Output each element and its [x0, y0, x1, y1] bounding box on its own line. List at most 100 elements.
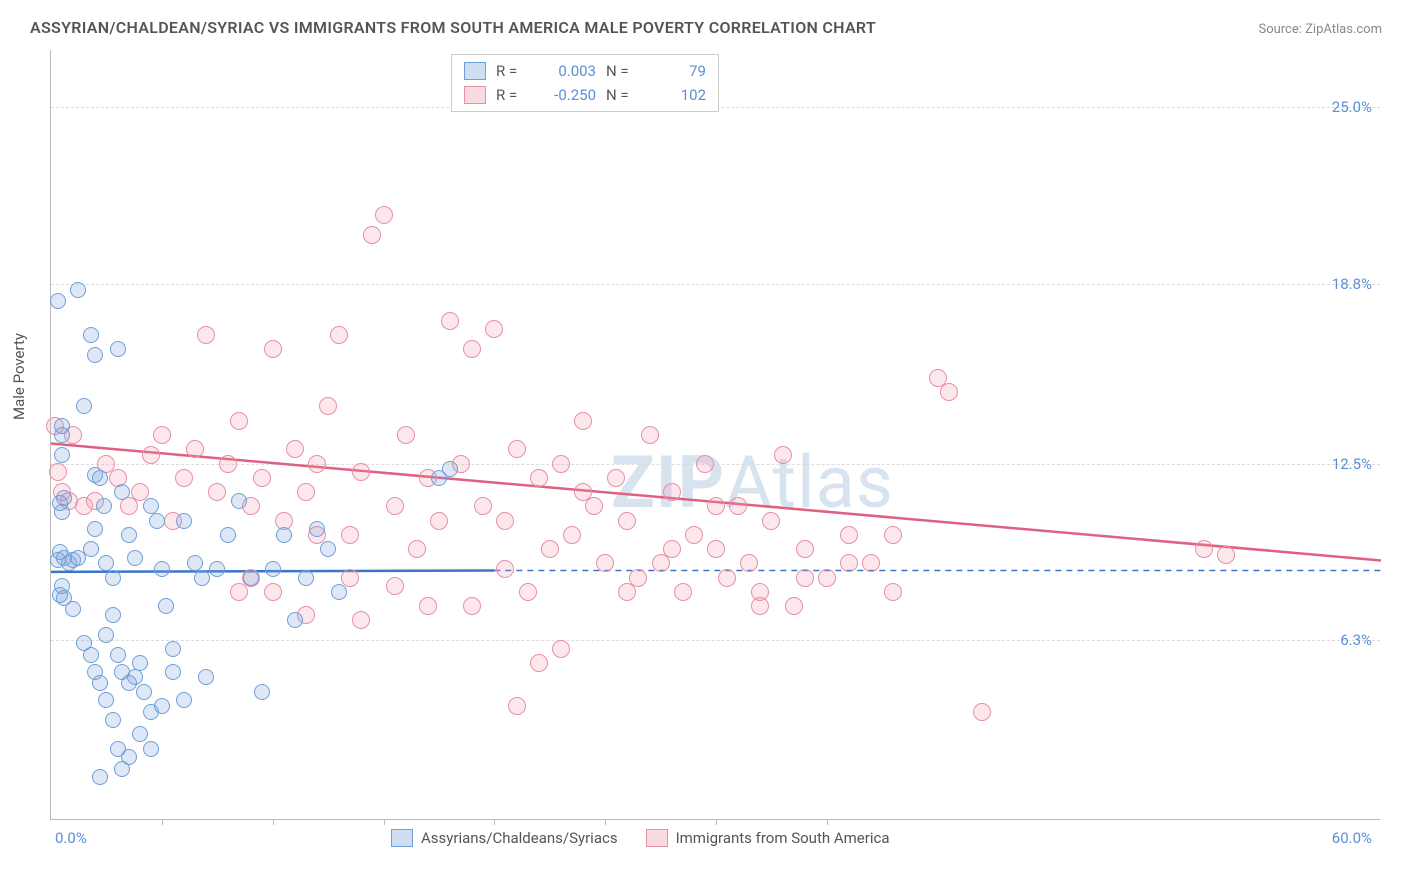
- data-point: [198, 669, 214, 685]
- data-point: [175, 469, 193, 487]
- data-point: [796, 540, 814, 558]
- data-point: [419, 597, 437, 615]
- data-point: [308, 455, 326, 473]
- data-point: [114, 484, 130, 500]
- data-point: [264, 583, 282, 601]
- data-point: [596, 554, 614, 572]
- y-tick-label: 12.5%: [1332, 455, 1372, 473]
- data-point: [663, 540, 681, 558]
- data-point: [54, 447, 70, 463]
- gridline: [51, 640, 1380, 641]
- data-point: [105, 570, 121, 586]
- data-point: [65, 601, 81, 617]
- data-point: [563, 526, 581, 544]
- data-point: [585, 497, 603, 515]
- data-point: [83, 327, 99, 343]
- data-point: [110, 341, 126, 357]
- data-point: [386, 497, 404, 515]
- x-tick: [384, 819, 385, 825]
- data-point: [818, 569, 836, 587]
- data-point: [940, 383, 958, 401]
- data-point: [254, 684, 270, 700]
- data-point: [574, 412, 592, 430]
- data-point: [87, 347, 103, 363]
- data-point: [286, 440, 304, 458]
- data-point: [209, 561, 225, 577]
- x-tick: [716, 819, 717, 825]
- data-point: [132, 655, 148, 671]
- data-point: [441, 312, 459, 330]
- data-point: [297, 483, 315, 501]
- data-point: [121, 527, 137, 543]
- data-point: [762, 512, 780, 530]
- data-point: [641, 426, 659, 444]
- data-point: [607, 469, 625, 487]
- swatch-series-a-icon: [391, 829, 413, 847]
- watermark: ZIPAtlas: [611, 440, 894, 525]
- data-point: [96, 498, 112, 514]
- data-point: [92, 675, 108, 691]
- legend-row-series-b: R = -0.250 N = 102: [464, 83, 706, 107]
- data-point: [320, 541, 336, 557]
- data-point: [696, 455, 714, 473]
- data-point: [287, 612, 303, 628]
- data-point: [707, 540, 725, 558]
- data-point: [83, 541, 99, 557]
- data-point: [264, 340, 282, 358]
- data-point: [194, 570, 210, 586]
- data-point: [352, 611, 370, 629]
- data-point: [1195, 540, 1213, 558]
- data-point: [431, 470, 447, 486]
- data-point: [552, 640, 570, 658]
- data-point: [276, 527, 292, 543]
- chart-title: ASSYRIAN/CHALDEAN/SYRIAC VS IMMIGRANTS F…: [30, 18, 876, 37]
- data-point: [176, 513, 192, 529]
- data-point: [105, 607, 121, 623]
- data-point: [105, 712, 121, 728]
- data-point: [265, 561, 281, 577]
- x-tick: [273, 819, 274, 825]
- data-point: [50, 293, 66, 309]
- x-axis-max-label: 60.0%: [1332, 829, 1372, 847]
- data-point: [1217, 546, 1235, 564]
- data-point: [674, 583, 692, 601]
- data-point: [158, 598, 174, 614]
- gridline: [51, 284, 1380, 285]
- data-point: [298, 570, 314, 586]
- data-point: [751, 597, 769, 615]
- data-point: [707, 497, 725, 515]
- legend-item-series-a: Assyrians/Chaldeans/Syriacs: [391, 829, 618, 847]
- data-point: [884, 583, 902, 601]
- data-point: [154, 561, 170, 577]
- data-point: [231, 493, 247, 509]
- x-tick: [162, 819, 163, 825]
- data-point: [729, 497, 747, 515]
- data-point: [397, 426, 415, 444]
- data-point: [375, 206, 393, 224]
- data-point: [136, 684, 152, 700]
- trendlines: [51, 50, 1381, 820]
- x-tick: [827, 819, 828, 825]
- data-point: [83, 647, 99, 663]
- data-point: [363, 226, 381, 244]
- data-point: [663, 483, 681, 501]
- data-point: [386, 577, 404, 595]
- data-point: [796, 569, 814, 587]
- data-point: [76, 398, 92, 414]
- data-point: [154, 698, 170, 714]
- data-point: [330, 326, 348, 344]
- data-point: [785, 597, 803, 615]
- data-point: [530, 469, 548, 487]
- data-point: [87, 521, 103, 537]
- data-point: [197, 326, 215, 344]
- data-point: [552, 455, 570, 473]
- gridline: [51, 464, 1380, 465]
- data-point: [98, 627, 114, 643]
- data-point: [121, 749, 137, 765]
- data-point: [186, 440, 204, 458]
- data-point: [618, 512, 636, 530]
- legend-correlation-box: R = 0.003 N = 79 R = -0.250 N = 102: [451, 54, 719, 112]
- data-point: [253, 469, 271, 487]
- swatch-series-b: [464, 86, 486, 104]
- legend-series: Assyrians/Chaldeans/Syriacs Immigrants f…: [391, 829, 889, 847]
